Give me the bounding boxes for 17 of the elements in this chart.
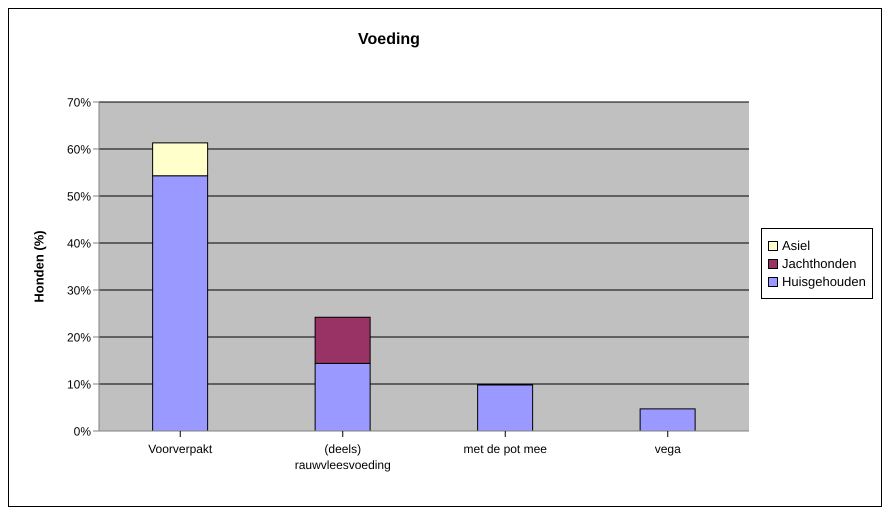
y-tick-label: 10% — [66, 377, 92, 392]
legend-label: Asiel — [782, 238, 810, 253]
x-tick-label: met de pot mee — [464, 442, 548, 456]
x-tick-label: Voorverpakt — [148, 442, 213, 456]
y-tick-label: 60% — [66, 142, 92, 156]
y-tick-label: 20% — [66, 330, 92, 344]
y-tick-label: 50% — [66, 189, 92, 204]
y-axis-title: Honden (%) — [32, 230, 47, 303]
x-tick-label: (deels) rauwvleesvoeding — [294, 442, 391, 472]
legend-label: Huisgehouden — [782, 274, 866, 289]
chart-title: Voeding — [357, 31, 421, 49]
y-tick-label: 30% — [66, 283, 92, 298]
y-tick-label: 70% — [66, 95, 92, 110]
x-tick-label: vega — [654, 442, 682, 456]
legend-label: Jachthonden — [782, 256, 856, 271]
y-tick-label: 0% — [74, 424, 92, 438]
y-tick-label: 40% — [66, 236, 92, 250]
